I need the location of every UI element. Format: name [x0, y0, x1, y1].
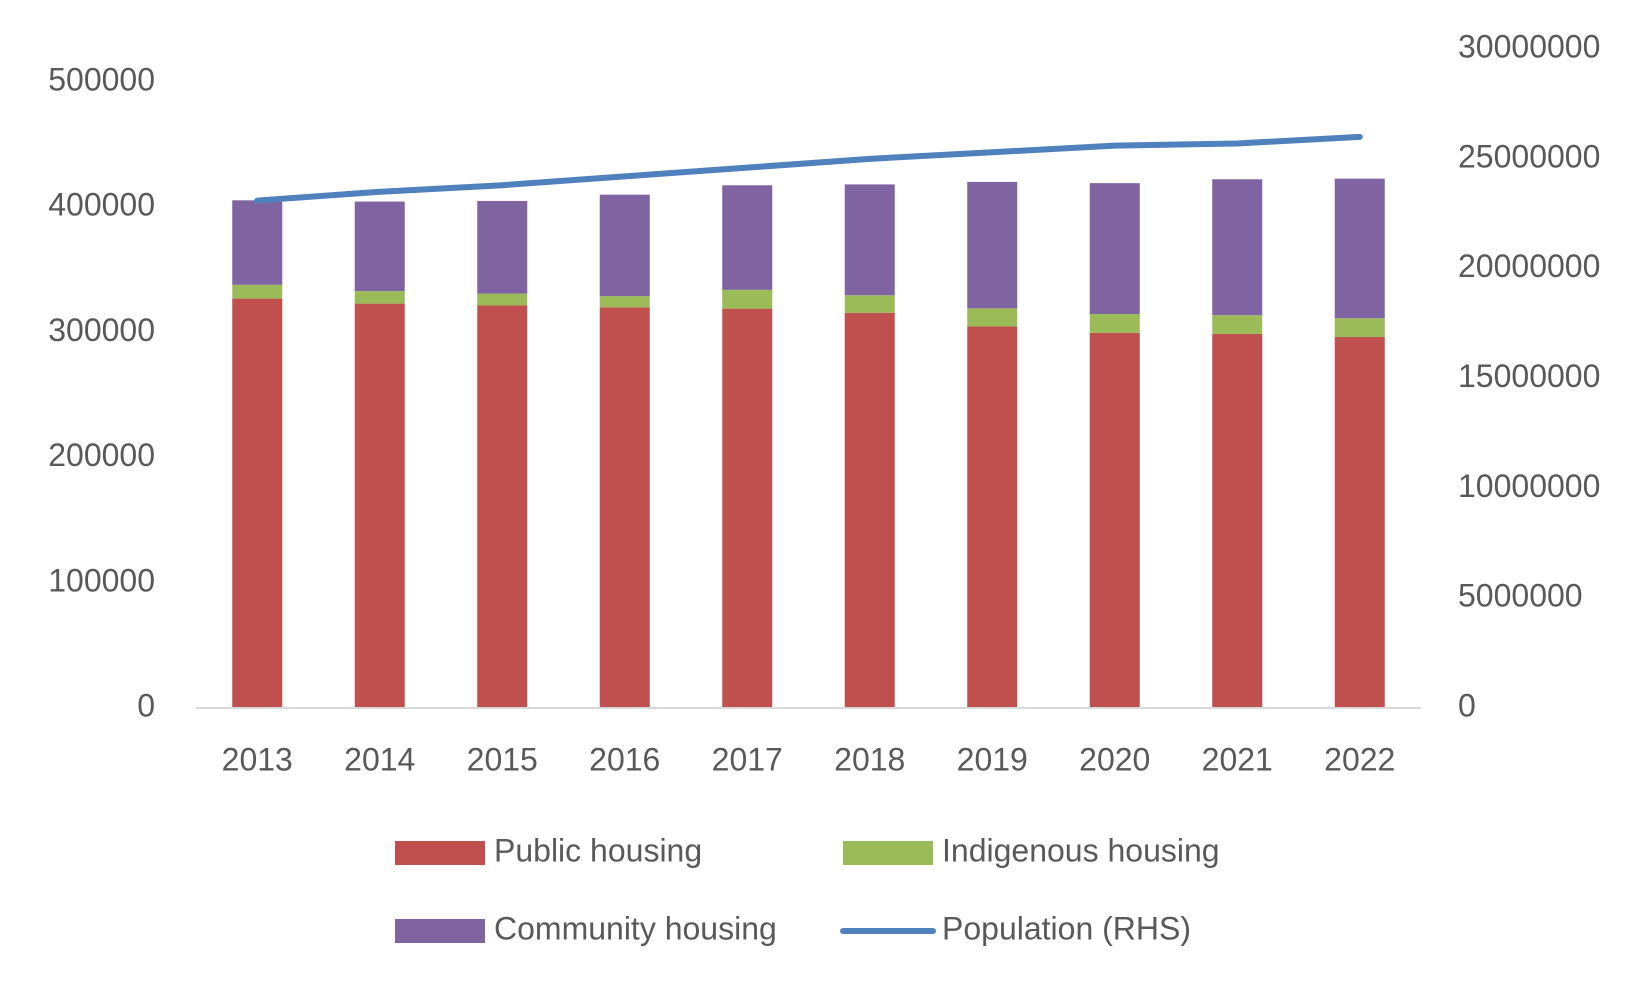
bar-segment	[354, 303, 405, 708]
bar-segment	[844, 312, 895, 708]
bar-segment	[1212, 333, 1263, 708]
bar-segment	[967, 181, 1018, 309]
y2-tick-label: 0	[1458, 687, 1476, 723]
bar-segment	[1212, 179, 1263, 316]
x-tick-label: 2015	[467, 741, 538, 777]
y2-tick-label: 25000000	[1458, 138, 1600, 174]
y-tick-label: 300000	[48, 312, 155, 348]
y2-tick-label: 5000000	[1458, 578, 1583, 614]
bar-segment	[967, 308, 1018, 327]
bar-segment	[1334, 337, 1385, 708]
bar-segment	[477, 200, 528, 294]
y2-tick-label: 10000000	[1458, 468, 1600, 504]
y2-tick-label: 30000000	[1458, 28, 1600, 64]
x-tick-label: 2022	[1324, 741, 1395, 777]
bar-segment	[354, 201, 405, 292]
y2-tick-label: 20000000	[1458, 248, 1600, 284]
bar-segment	[844, 184, 895, 296]
legend-swatch	[395, 841, 485, 865]
x-tick-label: 2016	[589, 741, 660, 777]
bar-segment	[1334, 178, 1385, 319]
legend-label: Indigenous housing	[942, 832, 1220, 868]
y-tick-label: 0	[137, 687, 155, 723]
y-tick-label: 400000	[48, 187, 155, 223]
bar-segment	[844, 295, 895, 313]
bar-segment	[232, 200, 283, 285]
bar-segment	[354, 291, 405, 304]
bar-segment	[722, 308, 773, 708]
y-tick-label: 200000	[48, 437, 155, 473]
bar-segment	[599, 296, 650, 308]
bar-segment	[1089, 313, 1140, 333]
y2-tick-label: 15000000	[1458, 358, 1600, 394]
y-tick-label: 500000	[48, 61, 155, 97]
bar-segment	[477, 305, 528, 708]
line	[254, 133, 1363, 204]
bar-segment	[1334, 318, 1385, 338]
legend-swatch	[843, 841, 933, 865]
bar-segment	[477, 293, 528, 306]
bar-segment	[722, 289, 773, 309]
x-tick-label: 2019	[957, 741, 1028, 777]
bar-segment	[1089, 332, 1140, 708]
bar-segment	[967, 326, 1018, 708]
bar-segment	[1212, 315, 1263, 334]
x-tick-label: 2018	[834, 741, 905, 777]
x-tick-label: 2021	[1202, 741, 1273, 777]
x-tick-label: 2020	[1079, 741, 1150, 777]
x-tick-label: 2014	[344, 741, 415, 777]
bar-segment	[232, 284, 283, 299]
bar-segment	[722, 185, 773, 290]
x-tick-label: 2013	[222, 741, 293, 777]
legend-label: Community housing	[494, 910, 777, 946]
legend-label: Public housing	[494, 832, 702, 868]
bar-segment	[599, 194, 650, 297]
bar-segment	[599, 307, 650, 708]
bar-segment	[1089, 183, 1140, 314]
x-tick-label: 2017	[712, 741, 783, 777]
legend-label: Population (RHS)	[942, 910, 1191, 946]
bar-segment	[232, 298, 283, 708]
y-tick-label: 100000	[48, 562, 155, 598]
legend-swatch	[395, 919, 485, 943]
